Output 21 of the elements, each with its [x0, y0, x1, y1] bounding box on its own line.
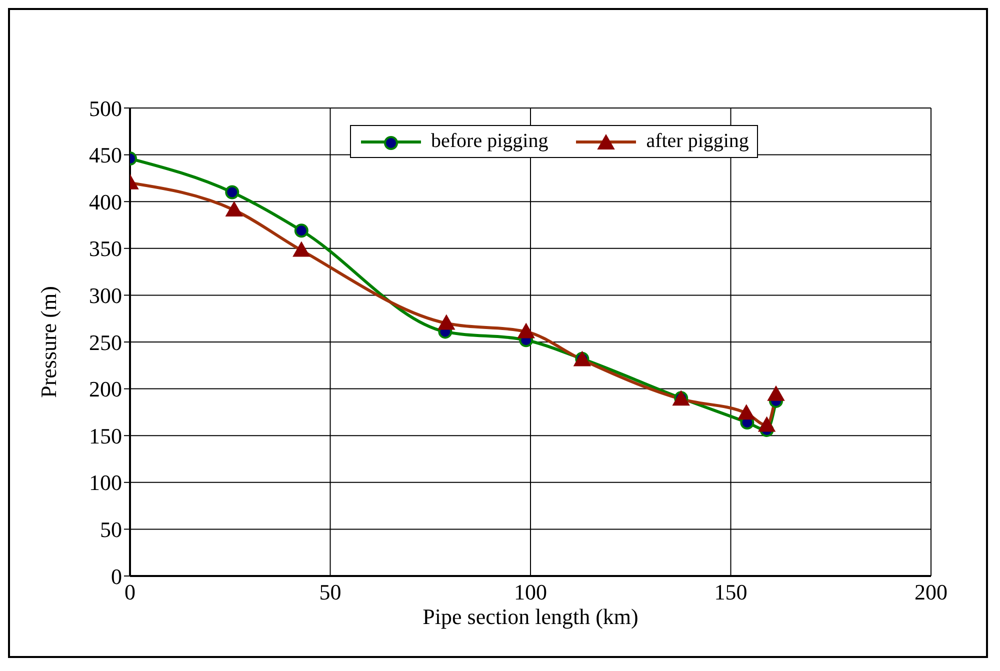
y-tick-label: 400	[89, 189, 122, 214]
x-tick-label: 150	[714, 580, 748, 605]
x-tick-label: 50	[319, 580, 342, 605]
y-tick-label: 450	[89, 142, 122, 168]
x-axis-title: Pipe section length (km)	[422, 604, 638, 629]
y-tick-label: 350	[89, 236, 122, 262]
x-tick-label: 200	[914, 580, 948, 605]
y-tick-label: 100	[89, 470, 122, 496]
legend-label: after pigging	[646, 130, 749, 153]
y-tick-label: 50	[100, 517, 122, 542]
point	[225, 185, 240, 200]
point	[294, 224, 308, 238]
legend-label: before pigging	[431, 130, 548, 153]
y-tick-label: 250	[89, 330, 122, 355]
y-tick-label: 150	[89, 423, 122, 448]
x-tick-label: 100	[514, 580, 547, 605]
y-tick-label: 300	[89, 283, 122, 308]
y-tick-label: 500	[89, 96, 122, 121]
y-tick-label: 200	[89, 376, 122, 402]
y-axis-title: Pressure (m)	[36, 286, 61, 398]
y-tick-label: 0	[111, 564, 122, 589]
